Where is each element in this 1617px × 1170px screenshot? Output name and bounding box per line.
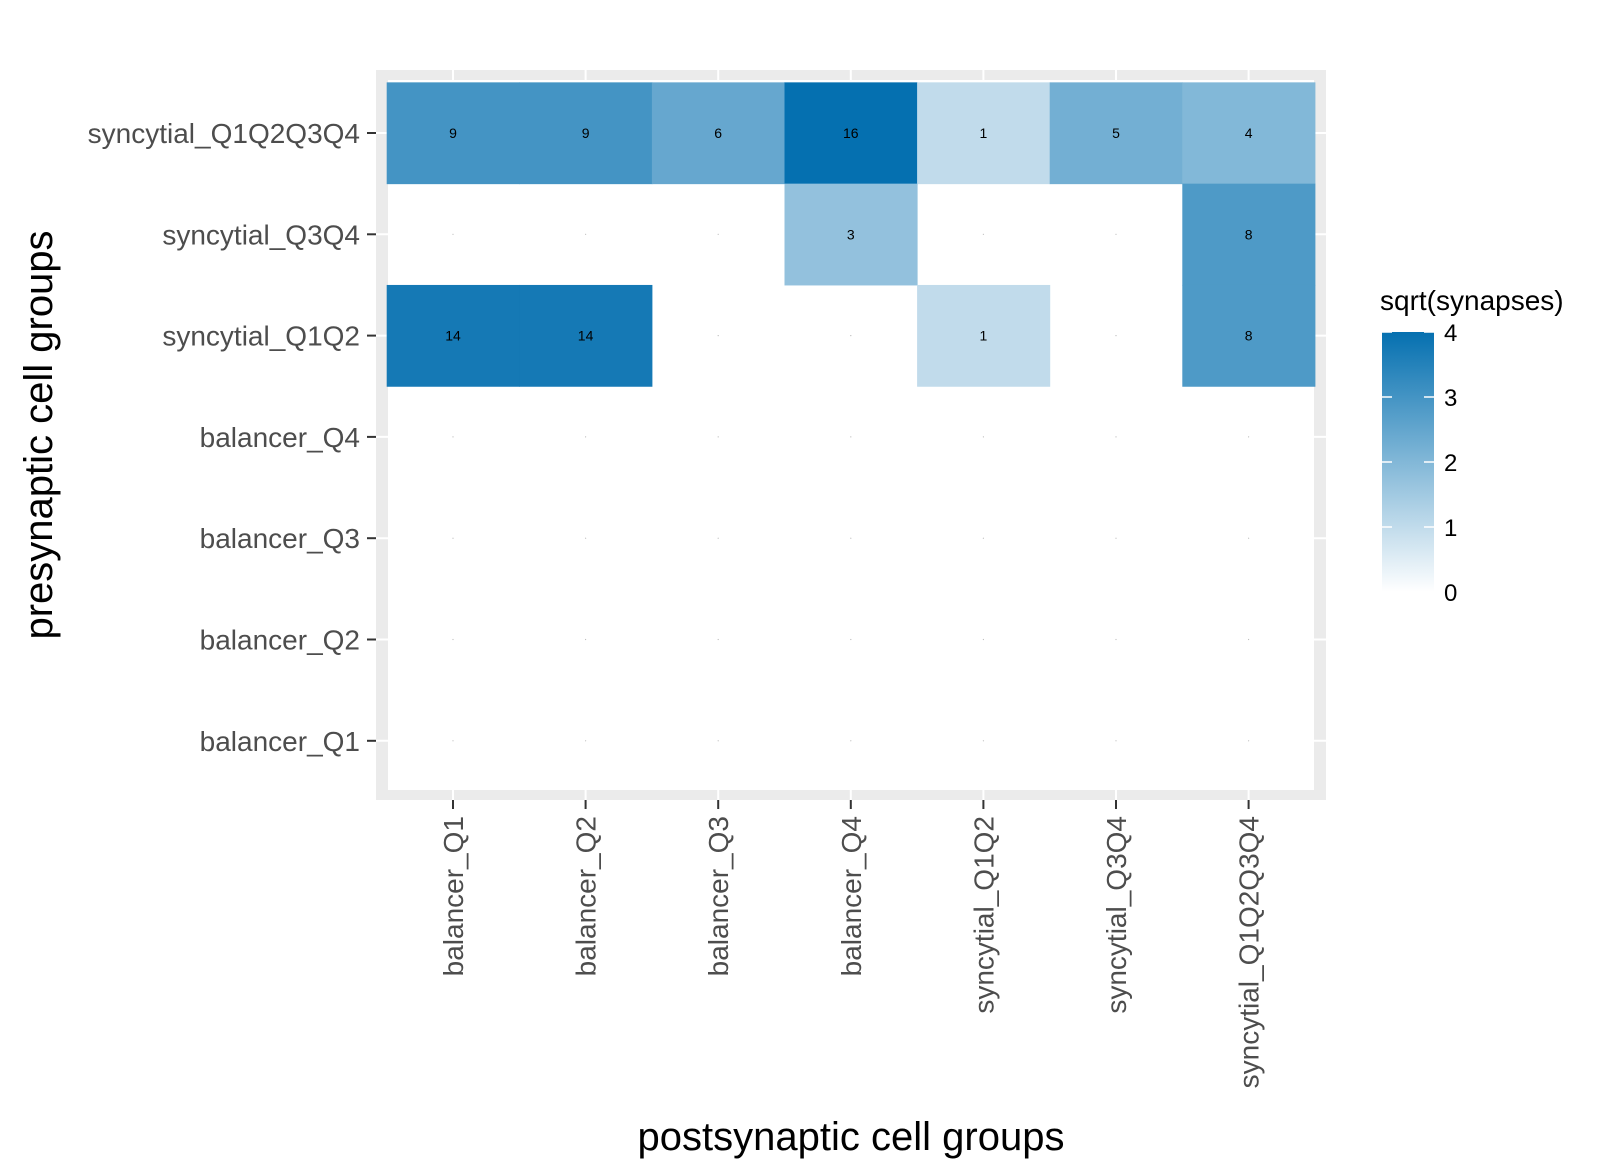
- cell-empty-marker: [1115, 537, 1117, 539]
- cell-value-labels: 9 9 6 16 1 5 4 3 8 14 14 1 8: [445, 125, 1253, 742]
- cell-empty-marker: [1248, 638, 1250, 641]
- cell-empty-marker: [1115, 335, 1117, 337]
- cell-empty-marker: [850, 335, 852, 337]
- cell-empty-marker: [717, 740, 719, 742]
- legend-ticks: 0 1 2 3 4: [1382, 320, 1457, 607]
- heatmap-cell: [917, 82, 1051, 185]
- cell-empty-marker: [1115, 740, 1117, 742]
- legend-tick-label: 0: [1444, 580, 1457, 607]
- cell-value-label: 3: [847, 226, 855, 242]
- cell-empty-marker: [850, 638, 852, 641]
- y-axis-title: presynaptic cell groups: [17, 230, 61, 639]
- cell-value-label: 5: [1112, 125, 1120, 141]
- cell-empty-marker: [717, 233, 719, 235]
- y-tick-label: balancer_Q1: [200, 726, 360, 757]
- heatmap-cell: [386, 82, 520, 185]
- cell-empty-marker: [717, 537, 719, 539]
- x-axis: balancer_Q1 balancer_Q2 balancer_Q3 balance…: [438, 800, 1265, 1088]
- y-tick-label: syncytial_Q1Q2Q3Q4: [88, 118, 360, 149]
- cell-empty-marker: [585, 436, 587, 438]
- heatmap-cell: [784, 82, 918, 185]
- cell-empty-marker: [982, 638, 985, 641]
- cell-empty-marker: [850, 436, 852, 438]
- x-tick-label: balancer_Q2: [571, 816, 602, 976]
- cell-empty-marker: [850, 537, 852, 539]
- cell-empty-marker: [585, 740, 587, 742]
- cell-value-label: 14: [445, 328, 461, 344]
- legend-title: sqrt(synapses): [1380, 285, 1564, 316]
- cell-value-label: 9: [449, 125, 457, 141]
- heatmap-cell: [1182, 82, 1316, 185]
- heatmap-cell: [917, 284, 1051, 387]
- x-tick-label: balancer_Q3: [703, 816, 734, 976]
- cell-empty-marker: [585, 638, 587, 641]
- heatmap-cell: [651, 82, 785, 185]
- cell-empty-marker: [1248, 537, 1250, 539]
- legend-tick-label: 1: [1444, 515, 1457, 542]
- cell-empty-marker: [1248, 740, 1250, 742]
- cell-empty-marker: [452, 638, 454, 641]
- heatmap-cell: [1182, 183, 1316, 286]
- color-legend: sqrt(synapses) 0 1 2 3 4: [1380, 285, 1564, 607]
- cell-empty-marker: [982, 537, 985, 539]
- x-tick-label: syncytial_Q3Q4: [1101, 816, 1132, 1014]
- x-tick-label: balancer_Q1: [438, 816, 469, 976]
- heatmap-cell: [386, 284, 520, 387]
- cell-empty-marker: [452, 436, 454, 438]
- heatmap-cell: [784, 183, 918, 286]
- x-axis-title: postsynaptic cell groups: [638, 1115, 1065, 1159]
- cell-empty-marker: [1115, 638, 1117, 641]
- cell-empty-marker: [982, 740, 985, 742]
- y-tick-label: syncytial_Q3Q4: [162, 219, 360, 250]
- cell-empty-marker: [452, 740, 454, 742]
- cell-empty-marker: [585, 537, 587, 539]
- cell-value-label: 8: [1245, 226, 1253, 242]
- heatmap-cells: [386, 82, 1316, 387]
- cell-empty-marker: [717, 436, 719, 438]
- cell-empty-marker: [1248, 436, 1250, 438]
- cell-value-label: 6: [714, 125, 722, 141]
- x-tick-label: balancer_Q4: [836, 816, 867, 976]
- legend-tick-label: 2: [1444, 450, 1457, 477]
- x-tick-label: syncytial_Q1Q2: [968, 816, 999, 1014]
- cell-value-label: 14: [578, 328, 594, 344]
- heatmap-cell: [519, 284, 653, 387]
- y-tick-label: balancer_Q2: [200, 625, 360, 656]
- x-tick-label: syncytial_Q1Q2Q3Q4: [1234, 816, 1265, 1088]
- cell-empty-marker: [1115, 436, 1117, 438]
- cell-value-label: 4: [1245, 125, 1253, 141]
- cell-empty-marker: [850, 740, 852, 742]
- cell-value-label: 16: [843, 125, 859, 141]
- cell-value-label: 8: [1245, 328, 1253, 344]
- y-tick-label: syncytial_Q1Q2: [162, 321, 360, 352]
- heatmap-cell: [1049, 82, 1183, 185]
- cell-empty-marker: [452, 537, 454, 539]
- legend-tick-label: 3: [1444, 385, 1457, 412]
- cell-empty-marker: [452, 233, 454, 235]
- cell-empty-marker: [585, 233, 587, 235]
- cell-empty-marker: [982, 233, 985, 235]
- cell-value-label: 1: [980, 125, 988, 141]
- legend-tick-label: 4: [1444, 320, 1457, 347]
- heatmap-cell: [1182, 284, 1316, 387]
- cell-empty-marker: [1115, 233, 1117, 235]
- cell-value-label: 9: [582, 125, 590, 141]
- cell-empty-marker: [717, 638, 719, 641]
- heatmap-cell: [519, 82, 653, 185]
- cell-empty-marker: [982, 436, 985, 438]
- cell-value-label: 1: [980, 328, 988, 344]
- y-tick-label: balancer_Q3: [200, 523, 360, 554]
- y-tick-label: balancer_Q4: [200, 422, 360, 453]
- y-axis: syncytial_Q1Q2Q3Q4 syncytial_Q3Q4 syncytia…: [88, 118, 376, 757]
- cell-empty-marker: [717, 335, 719, 337]
